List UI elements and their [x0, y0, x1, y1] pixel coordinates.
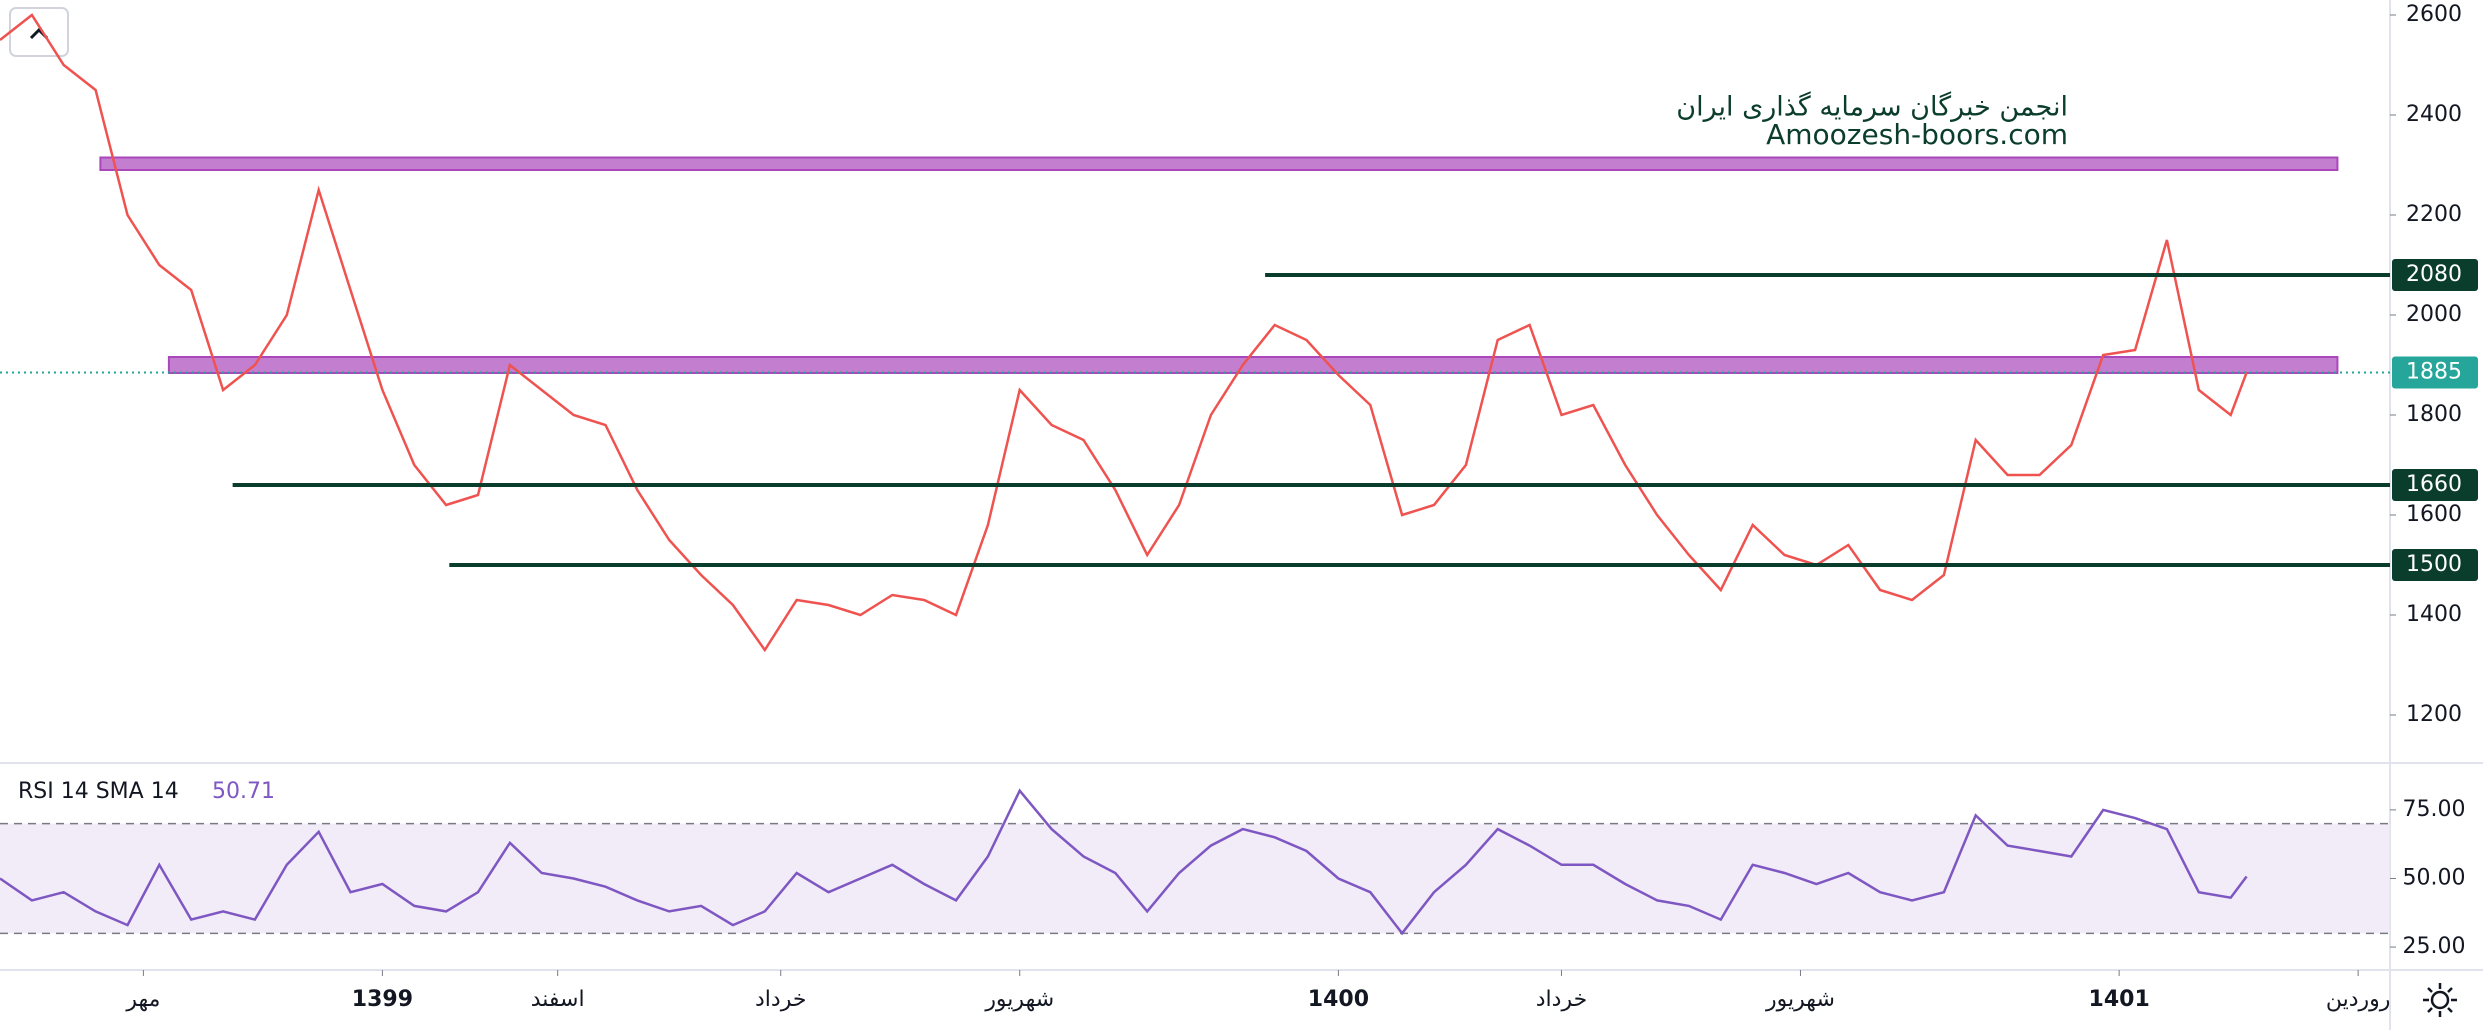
y-tick-label: 2400 [2406, 102, 2462, 127]
y-tick-label: 1400 [2406, 602, 2462, 627]
y-tick-label: 2000 [2406, 302, 2462, 327]
zone [99, 156, 2339, 171]
level-label-box [2392, 259, 2478, 291]
y-tick-label: 2600 [2406, 2, 2462, 27]
x-tick-label: روردین [2326, 987, 2391, 1012]
x-tick-label: 1400 [1308, 987, 1369, 1012]
x-tick-label: شهریور [1765, 987, 1835, 1012]
line-series [0, 13, 2248, 653]
last-price-label: 1885 [2406, 360, 2462, 385]
watermark-text: انجمن خبرگان سرمایه گذاری ایران [1676, 91, 2068, 123]
x-tick-label: خرداد [755, 987, 806, 1012]
zone [167, 356, 2339, 374]
settings-button[interactable] [2423, 983, 2457, 1017]
x-tick-label: شهریور [984, 987, 1054, 1012]
level-label: 1660 [2406, 472, 2462, 497]
y-tick-label: 1800 [2406, 402, 2462, 427]
collapse-button[interactable] [9, 7, 69, 57]
indicator-value: 50.71 [212, 779, 275, 804]
x-tick-label: 1399 [352, 987, 413, 1012]
last-price-box [2392, 356, 2478, 389]
y-tick-label: 1600 [2406, 502, 2462, 527]
level-label-box [2392, 469, 2478, 501]
x-tick-label: 1401 [2089, 987, 2150, 1012]
gear-icon [2430, 990, 2450, 1010]
watermark-url: Amoozesh-boors.com [1766, 118, 2068, 151]
y-tick-label: 25.00 [2403, 934, 2466, 959]
rsi-band [0, 823, 2390, 934]
y-tick-label: 50.00 [2403, 865, 2466, 890]
y-tick-label: 1200 [2406, 702, 2462, 727]
y-tick-label: 75.00 [2403, 797, 2466, 822]
level-label: 2080 [2406, 262, 2462, 287]
y-tick-label: 2200 [2406, 202, 2462, 227]
gear-teeth [2423, 983, 2457, 1017]
indicator-label: RSI 14 SMA 14 [18, 779, 179, 804]
level-label: 1500 [2406, 552, 2462, 577]
x-tick-label: خرداد [1536, 987, 1587, 1012]
x-tick-label: اسفند [531, 987, 585, 1012]
level-label-box [2392, 549, 2478, 581]
x-tick-label: مهر [125, 987, 160, 1012]
line-series [0, 788, 2248, 936]
